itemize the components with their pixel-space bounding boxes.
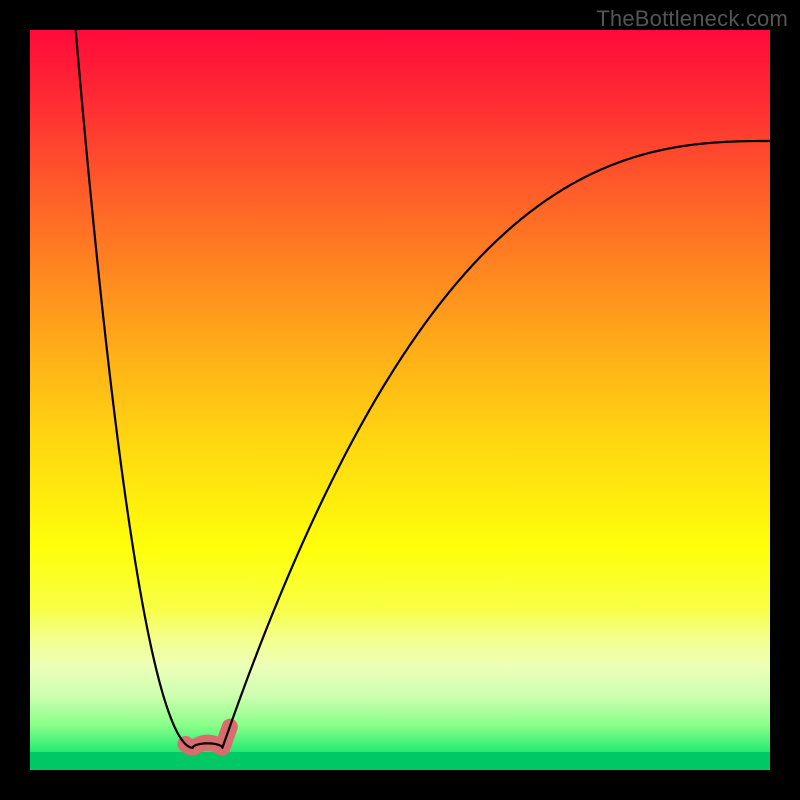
watermark-text: TheBottleneck.com bbox=[596, 6, 788, 32]
chart-container: TheBottleneck.com bbox=[0, 0, 800, 800]
plot-gradient bbox=[30, 30, 770, 770]
chart-svg bbox=[0, 0, 800, 800]
bottom-green-bar bbox=[30, 752, 770, 770]
